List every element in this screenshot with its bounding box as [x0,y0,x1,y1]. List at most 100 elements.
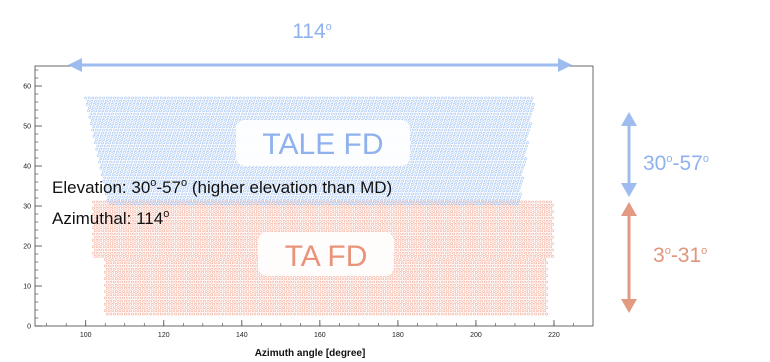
ta-fd-point [233,258,237,261]
tale-fd-point [216,99,220,103]
ta-fd-point [201,216,205,220]
ta-fd-point [199,280,203,284]
ta-fd-point [214,251,218,255]
ta-fd-point [108,229,112,233]
ta-fd-point [465,261,469,265]
ta-fd-point [203,280,206,284]
ta-fd-point [293,213,297,217]
ta-fd-point [254,207,257,210]
ta-fd-point [433,261,437,265]
ta-fd-point [455,207,459,210]
ta-fd-point [186,264,190,268]
ta-fd-point [525,223,529,226]
ta-fd-point [241,216,245,220]
ta-fd-point [117,245,121,249]
tale-fd-point [378,99,382,103]
ta-fd-point [190,290,194,293]
ta-fd-point [359,290,363,293]
ta-fd-point [156,280,160,284]
tale-fd-point [422,96,426,100]
ta-fd-point [271,312,275,316]
ta-fd-point [255,229,259,233]
ta-fd-point [370,290,374,293]
ta-fd-point [237,303,241,306]
ta-fd-point [484,245,488,249]
ta-fd-point [179,258,183,261]
tale-fd-point [279,106,282,109]
ta-fd-point [218,245,221,249]
ta-fd-point [218,219,221,223]
ta-fd-point [108,223,112,226]
ta-fd-point [464,271,467,274]
tale-fd-point [518,99,522,103]
ta-fd-point [491,274,494,277]
ta-fd-point [280,277,284,281]
ta-fd-point [219,290,223,293]
tale-fd-point [116,96,120,100]
ta-fd-point [239,274,242,277]
ta-fd-point [92,200,95,204]
ta-fd-point [393,261,397,265]
ta-fd-point [196,213,200,217]
tale-fd-point [95,96,98,100]
ta-fd-point [189,245,193,249]
ta-fd-point [520,232,524,236]
ta-fd-point [376,213,380,217]
ta-fd-point [407,242,410,245]
tale-fd-points [84,96,535,205]
ta-fd-point [430,251,434,255]
ta-fd-point [397,274,401,277]
ta-fd-point [239,293,242,297]
ta-fd-point [491,306,494,309]
ta-fd-point [115,255,119,258]
ta-fd-point [302,303,305,306]
ta-fd-point [471,290,475,293]
ta-fd-point [396,216,400,220]
ta-fd-point [151,203,155,207]
ta-fd-point [93,242,97,245]
ta-fd-point [482,264,485,268]
ta-fd-point [147,277,151,281]
ta-fd-point [95,245,99,249]
ta-fd-point [406,283,410,287]
ta-fd-point [448,245,452,249]
ta-fd-point [155,235,158,239]
ta-fd-point [300,306,304,309]
ta-fd-point [151,223,155,226]
ta-fd-point [500,210,504,213]
ta-fd-point [437,274,440,277]
ta-fd-point [250,232,254,236]
ta-fd-point [194,271,197,274]
ta-fd-point [437,232,441,236]
ta-fd-point [491,293,494,297]
ta-fd-point [437,251,441,255]
tale-fd-point [467,103,471,106]
ta-fd-point [485,309,489,313]
ta-fd-point [252,235,256,239]
ta-fd-point [183,277,187,281]
ta-fd-point [442,303,446,306]
ta-fd-point [484,232,488,236]
ta-fd-point [234,242,238,245]
ta-fd-point [449,264,453,268]
tale-fd-point [290,103,294,106]
ta-fd-point [230,255,234,258]
ta-fd-point [524,213,527,217]
ta-fd-point [394,239,398,242]
ta-fd-point [541,261,545,265]
ta-fd-point [113,245,117,249]
tale-fd-point [86,99,90,103]
ta-fd-point [528,271,532,274]
ta-fd-point [432,216,436,220]
ta-fd-point [284,203,288,207]
ta-fd-point [309,290,313,293]
ta-fd-point [162,229,166,233]
ta-fd-point [483,299,487,303]
ta-fd-point [509,267,512,271]
ta-fd-point [536,296,539,300]
ta-fd-point [194,264,197,268]
ta-fd-point [177,261,181,265]
ta-fd-point [504,248,508,252]
ta-fd-point [196,207,200,210]
ta-fd-point [167,274,170,277]
